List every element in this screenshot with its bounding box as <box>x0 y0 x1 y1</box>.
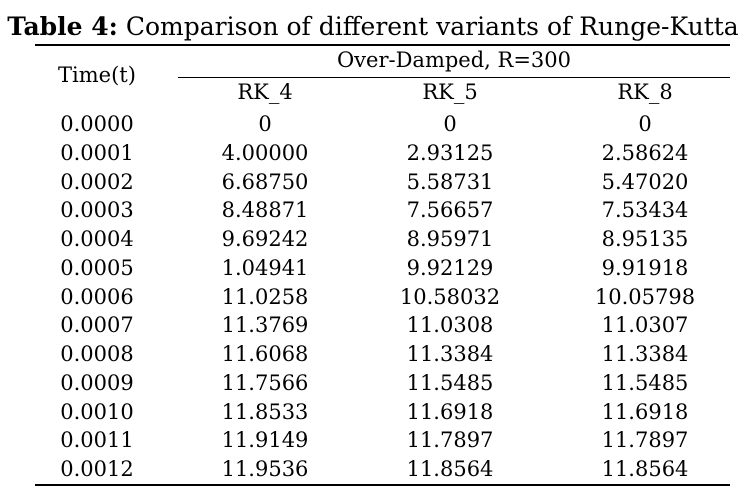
rk5-cell: 11.8564 <box>406 457 494 481</box>
rk4-cell: 0 <box>258 112 272 136</box>
column-header-rk5: RK_5 <box>422 80 478 104</box>
rk8-cell: 11.8564 <box>601 457 689 481</box>
rk4-cell: 11.7566 <box>221 370 309 395</box>
rk8-cell: 0 <box>638 112 652 136</box>
time-cell: 0.0002 <box>60 169 134 194</box>
time-cell: 0.0012 <box>60 457 134 481</box>
rk5-cell: 0 <box>443 112 457 136</box>
rk5-cell: 9.92129 <box>406 255 494 280</box>
time-cell: 0.0007 <box>60 313 134 338</box>
time-cell: 0.0009 <box>60 370 134 395</box>
caption-label: Table 4: <box>7 12 118 41</box>
rk8-cell: 10.05798 <box>594 284 696 309</box>
group-rule <box>178 77 730 78</box>
rk4-cell: 6.68750 <box>221 169 309 194</box>
top-rule <box>35 44 730 46</box>
rk8-cell: 5.47020 <box>601 169 689 194</box>
rk4-cell: 9.69242 <box>221 227 309 251</box>
time-cell: 0.0004 <box>60 227 134 251</box>
rk4-cell: 11.3769 <box>221 313 309 338</box>
column-header-rk4: RK_4 <box>237 80 293 104</box>
rk8-cell: 2.58624 <box>601 140 689 165</box>
rk8-cell: 7.53434 <box>601 198 689 223</box>
time-cell: 0.0006 <box>60 284 134 309</box>
time-cell: 0.0011 <box>60 428 134 453</box>
rk5-cell: 2.93125 <box>406 140 494 165</box>
rk8-cell: 11.7897 <box>601 428 689 453</box>
rk4-cell: 11.9149 <box>221 428 309 453</box>
time-cell: 0.0000 <box>60 112 134 136</box>
rk5-cell: 11.3384 <box>406 342 494 366</box>
time-cell: 0.0001 <box>60 140 134 165</box>
column-header-rk8: RK_8 <box>617 80 673 104</box>
table-caption: Table 4: Comparison of different variant… <box>0 12 746 42</box>
time-header: Time(t) <box>58 63 136 87</box>
caption-text: Comparison of different variants of Rung… <box>117 12 739 41</box>
rk5-cell: 11.0308 <box>406 313 494 338</box>
rk8-cell: 11.6918 <box>601 399 689 424</box>
rk4-cell: 1.04941 <box>221 255 309 280</box>
rk8-cell: 11.3384 <box>601 342 689 366</box>
rk5-cell: 11.5485 <box>406 370 494 395</box>
time-cell: 0.0010 <box>60 399 134 424</box>
rk4-cell: 4.00000 <box>221 140 309 165</box>
time-cell: 0.0008 <box>60 342 134 366</box>
rk8-cell: 9.91918 <box>601 255 689 280</box>
rk8-cell: 11.5485 <box>601 370 689 395</box>
rk4-cell: 11.0258 <box>221 284 309 309</box>
rk5-cell: 5.58731 <box>406 169 494 194</box>
rk5-cell: 10.58032 <box>399 284 501 309</box>
rk4-cell: 11.9536 <box>221 457 309 481</box>
rk4-cell: 11.8533 <box>221 399 309 424</box>
rk5-cell: 11.7897 <box>406 428 494 453</box>
bottom-rule <box>35 484 730 486</box>
time-cell: 0.0005 <box>60 255 134 280</box>
rk5-cell: 11.6918 <box>406 399 494 424</box>
rk4-cell: 11.6068 <box>221 342 309 366</box>
time-cell: 0.0003 <box>60 198 134 223</box>
rk5-cell: 7.56657 <box>406 198 494 223</box>
group-header: Over-Damped, R=300 <box>336 48 572 72</box>
rk8-cell: 11.0307 <box>601 313 689 338</box>
rk8-cell: 8.95135 <box>601 227 689 251</box>
rk4-cell: 8.48871 <box>221 198 309 223</box>
rk5-cell: 8.95971 <box>406 227 494 251</box>
